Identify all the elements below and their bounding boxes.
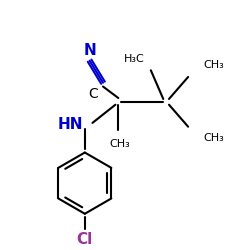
Text: N: N	[83, 43, 96, 58]
Text: Cl: Cl	[77, 232, 93, 247]
Text: CH₃: CH₃	[204, 134, 224, 143]
Text: C: C	[88, 86, 98, 101]
Text: HN: HN	[58, 117, 83, 132]
Text: CH₃: CH₃	[110, 139, 130, 149]
Text: CH₃: CH₃	[204, 60, 224, 70]
Text: H₃C: H₃C	[124, 54, 145, 64]
